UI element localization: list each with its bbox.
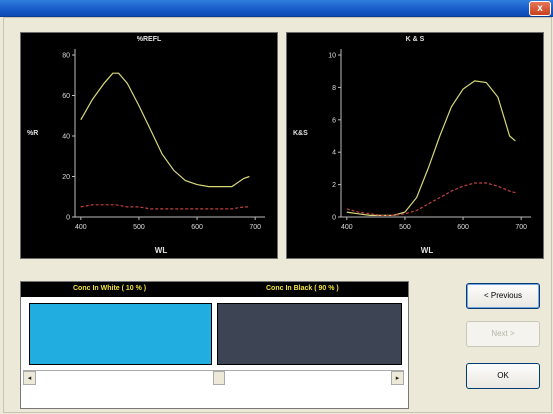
window-title-bar: x bbox=[0, 0, 553, 17]
ks-chart: K & S K&S WL 400 500 600 700 0 2 4 6 8 10 bbox=[286, 32, 544, 259]
concentration-panel: Conc In White ( 10 % ) Conc In Black ( 9… bbox=[20, 281, 409, 409]
series-line-solid bbox=[346, 80, 516, 216]
conc-white-label: Conc In White ( 10 % ) bbox=[73, 285, 147, 292]
x-tick-label: 500 bbox=[133, 224, 145, 231]
x-tick-label: 400 bbox=[75, 224, 87, 231]
x-axis-label: WL bbox=[421, 246, 434, 255]
y-tick-label: 4 bbox=[332, 150, 336, 157]
close-button[interactable]: x bbox=[529, 1, 551, 16]
chart-ticks: 400 500 600 700 0 20 40 60 80 bbox=[62, 53, 261, 232]
x-axis-label: WL bbox=[155, 246, 168, 255]
reflectance-chart-svg: %REFL %R WL 400 500 600 700 0 20 40 60 80 bbox=[27, 36, 265, 255]
concentration-header: Conc In White ( 10 % ) Conc In Black ( 9… bbox=[21, 282, 408, 297]
y-tick-label: 6 bbox=[332, 117, 336, 124]
y-tick-label: 8 bbox=[332, 85, 336, 92]
y-tick-label: 10 bbox=[328, 53, 336, 60]
chart-title: K & S bbox=[406, 36, 425, 43]
y-axis-label: K&S bbox=[293, 130, 308, 137]
chart-title: %REFL bbox=[137, 36, 162, 43]
next-button[interactable]: Next > bbox=[466, 321, 540, 347]
y-tick-label: 0 bbox=[66, 215, 70, 222]
x-tick-label: 600 bbox=[457, 224, 469, 231]
conc-black-swatch bbox=[217, 303, 402, 365]
chart-axes bbox=[74, 49, 265, 218]
reflectance-chart: %REFL %R WL 400 500 600 700 0 20 40 60 80 bbox=[20, 32, 278, 259]
dialog-client-area: %REFL %R WL 400 500 600 700 0 20 40 60 80 K & S … bbox=[3, 17, 552, 413]
y-tick-label: 40 bbox=[62, 134, 70, 141]
y-tick-label: 80 bbox=[62, 53, 70, 60]
scroll-left-icon[interactable]: ◂ bbox=[23, 371, 36, 385]
x-tick-label: 600 bbox=[191, 224, 203, 231]
x-tick-label: 700 bbox=[249, 224, 261, 231]
series-line-solid bbox=[80, 72, 250, 188]
series-line-dashed bbox=[346, 182, 516, 216]
scroll-right-icon[interactable]: ▸ bbox=[391, 371, 404, 385]
ok-button[interactable]: OK bbox=[466, 363, 540, 389]
chart-series bbox=[346, 80, 516, 216]
y-tick-label: 0 bbox=[332, 215, 336, 222]
scrollbar-thumb[interactable] bbox=[213, 371, 225, 385]
y-tick-label: 20 bbox=[62, 174, 70, 181]
y-axis-label: %R bbox=[27, 130, 38, 137]
conc-white-swatch bbox=[29, 303, 212, 365]
chart-ticks: 400 500 600 700 0 2 4 6 8 10 bbox=[328, 53, 527, 232]
chart-series bbox=[80, 72, 250, 210]
series-line-dashed bbox=[80, 204, 250, 210]
ks-chart-svg: K & S K&S WL 400 500 600 700 0 2 4 6 8 10 bbox=[293, 36, 531, 255]
y-tick-label: 60 bbox=[62, 93, 70, 100]
x-tick-label: 400 bbox=[341, 224, 353, 231]
conc-black-label: Conc In Black ( 90 % ) bbox=[266, 285, 339, 292]
previous-button[interactable]: < Previous bbox=[466, 283, 540, 309]
horizontal-scrollbar[interactable]: ◂ ▸ bbox=[23, 370, 404, 385]
y-tick-label: 2 bbox=[332, 182, 336, 189]
x-tick-label: 700 bbox=[515, 224, 527, 231]
x-tick-label: 500 bbox=[399, 224, 411, 231]
chart-axes bbox=[340, 49, 531, 218]
